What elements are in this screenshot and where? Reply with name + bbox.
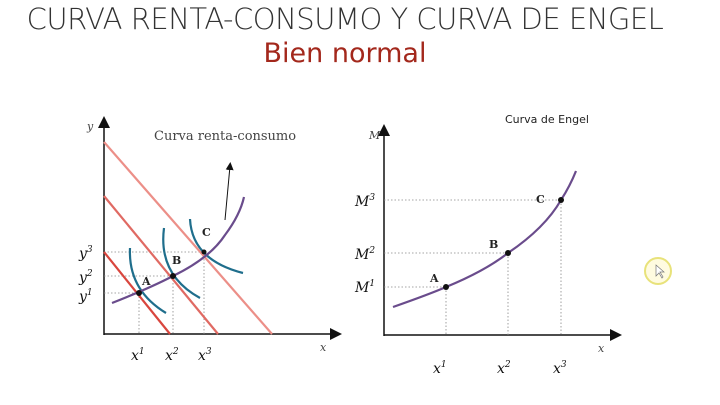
point-label-b: B [172, 254, 181, 267]
x-tick-2: x2 [165, 347, 179, 364]
budget-line-2 [103, 195, 219, 335]
point-label-c: C [202, 226, 211, 239]
engel-caption: Curva de Engel [505, 113, 589, 126]
y-tick-2: y2 [78, 269, 93, 286]
guide-lines [104, 251, 205, 334]
equilibrium-points [136, 249, 207, 296]
m-tick-2: M2 [354, 246, 375, 263]
indifference-curve-1 [128, 247, 167, 314]
engel-point-c: C [536, 193, 545, 206]
engel-x-tick-2: x2 [497, 360, 511, 377]
slide-title: CURVA RENTA-CONSUMO Y CURVA DE ENGEL [26, 2, 664, 36]
budget-line-3 [103, 141, 273, 335]
point-label-a: A [141, 275, 151, 288]
x-axis-label-right: x [598, 342, 605, 355]
y-tick-3: y3 [78, 245, 93, 262]
m-tick-1: M1 [354, 279, 375, 296]
engel-x-tick-3: x3 [553, 360, 567, 377]
y-tick-1: y1 [78, 288, 93, 305]
indifference-curve-2 [162, 227, 201, 299]
m-tick-3: M3 [354, 193, 375, 210]
x-axis-label: x [320, 341, 327, 354]
y-axis-label: y [86, 120, 94, 133]
engel-x-tick-1: x1 [433, 360, 447, 377]
x-tick-1: x1 [131, 347, 145, 364]
mouse-cursor-icon [644, 257, 672, 285]
engel-point-a: A [429, 272, 439, 285]
income-consumption-diagram: A B C Curva renta-consumo y x y1 y2 y3 x… [78, 116, 342, 364]
engel-curve-diagram: A B C Curva de Engel M x M1 M2 M3 x1 x2 … [354, 113, 622, 377]
income-consumption-curve [111, 196, 246, 305]
budget-lines [103, 141, 273, 335]
arrow [224, 162, 234, 221]
m-axis-label: M [368, 129, 381, 142]
engel-point-b: B [489, 238, 498, 251]
guide-lines-right [384, 199, 562, 335]
slide-subtitle: Bien normal [263, 38, 427, 69]
engel-points [443, 197, 564, 290]
income-consumption-caption: Curva renta-consumo [154, 129, 296, 144]
x-tick-3: x3 [198, 347, 212, 364]
